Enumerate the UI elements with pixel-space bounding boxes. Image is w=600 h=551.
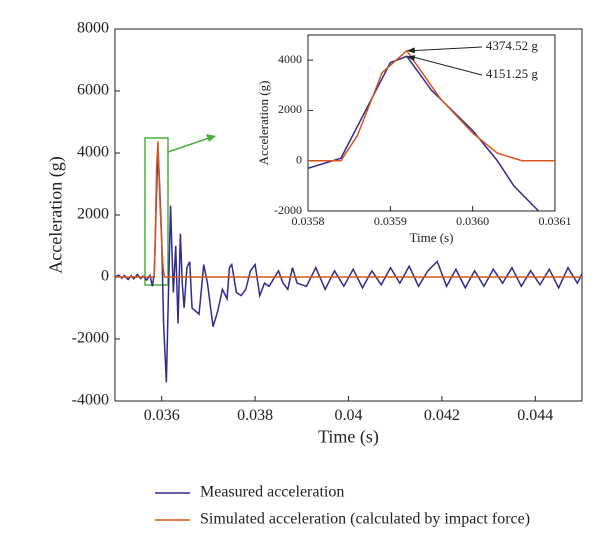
y-tick-label: 4000 — [278, 52, 302, 66]
inset-background — [308, 35, 555, 211]
x-axis-label: Time (s) — [318, 427, 379, 448]
y-tick-label: 0 — [101, 268, 109, 285]
y-tick-label: -2000 — [72, 330, 109, 347]
annotation: 4374.52 g — [486, 38, 538, 53]
x-tick-label: 0.0358 — [292, 214, 325, 228]
annotation-arrow — [410, 55, 482, 76]
annotation-arrow — [410, 46, 482, 52]
x-tick-label: 0.036 — [144, 407, 180, 424]
x-tick-label: 0.044 — [517, 407, 553, 424]
x-tick-label: 0.0359 — [374, 214, 407, 228]
plot-frame — [307, 34, 556, 212]
y-tick-label: -2000 — [274, 203, 302, 217]
x-axis-label: Time (s) — [410, 230, 454, 245]
x-tick-label: 0.042 — [424, 407, 460, 424]
y-tick-label: 2000 — [77, 206, 109, 223]
legend-label: Simulated acceleration (calculated by im… — [200, 511, 530, 528]
data-line — [308, 55, 540, 211]
y-tick-label: 4000 — [77, 144, 109, 161]
y-tick-label: 6000 — [77, 82, 109, 99]
data-line — [115, 141, 582, 278]
zoom-box — [144, 137, 169, 286]
y-axis-label: Acceleration (g) — [46, 156, 67, 273]
y-tick-label: 8000 — [77, 20, 109, 37]
data-line — [308, 49, 555, 162]
zoom-arrow — [167, 136, 213, 153]
y-tick-label: 0 — [296, 152, 302, 166]
x-tick-label: 0.04 — [335, 407, 363, 424]
annotation-arrow-head — [406, 55, 416, 62]
legend-label: Measured acceleration — [200, 484, 344, 501]
x-tick-label: 0.0361 — [539, 214, 572, 228]
x-tick-label: 0.0360 — [456, 214, 489, 228]
annotation: 4151.25 g — [486, 66, 538, 81]
zoom-arrow-head — [206, 134, 216, 142]
y-axis-label: Acceleration (g) — [256, 81, 271, 166]
y-tick-label: -4000 — [72, 392, 109, 409]
annotation-arrow-head — [406, 47, 415, 54]
x-tick-label: 0.038 — [237, 407, 273, 424]
y-tick-label: 2000 — [278, 102, 302, 116]
